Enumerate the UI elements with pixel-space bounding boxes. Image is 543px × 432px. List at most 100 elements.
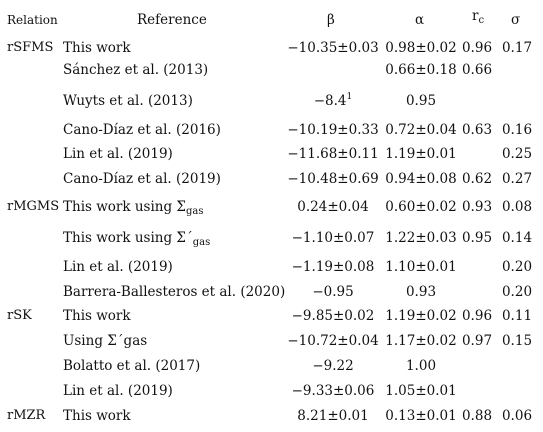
cell-beta: −10.19±0.33	[285, 119, 381, 141]
cell-reference-text: This work	[63, 40, 131, 56]
table-row: Wuyts et al. (2013) −8.41 0.95	[0, 90, 543, 112]
table-row: rSK This work −9.85±0.02 1.19±0.02 0.96 0.11	[0, 305, 543, 327]
table-row: Cano-Díaz et al. (2019) −10.48±0.69 0.94±0…	[0, 168, 543, 190]
cell-sigma: 0.14	[496, 227, 538, 249]
cell-beta-text: −11.68±0.11	[287, 146, 379, 162]
cell-beta: −9.22	[285, 355, 381, 377]
cell-alpha-text: 1.00	[405, 358, 437, 374]
cell-reference: This work	[63, 405, 131, 427]
cell-relation-text: rMGMS	[7, 199, 60, 214]
cell-beta: −10.48±0.69	[285, 168, 381, 190]
cell-sigma-text: 0.16	[501, 122, 533, 138]
cell-sigma: 0.27	[496, 168, 538, 190]
cell-reference: Bolatto et al. (2017)	[63, 355, 200, 377]
cell-sigma-text: 0.06	[501, 408, 533, 424]
table-row: Bolatto et al. (2017) −9.22 1.00	[0, 355, 543, 377]
cell-alpha: 1.19±0.01	[383, 143, 459, 165]
cell-beta-text: −9.85±0.02	[291, 308, 375, 324]
cell-alpha-text: 1.10±0.01	[385, 259, 457, 275]
cell-alpha-text: 1.19±0.02	[385, 308, 457, 324]
cell-beta-text: −1.10±0.07	[291, 230, 375, 246]
table-row: rSFMS This work −10.35±0.03 0.98±0.02 0.96 0.…	[0, 37, 543, 59]
cell-relation-text: rSFMS	[7, 40, 54, 55]
cell-reference-text: Cano-Díaz et al. (2016)	[63, 122, 221, 138]
cell-reference-text: Sánchez et al. (2013)	[63, 62, 209, 78]
cell-beta: 0.24±0.04	[285, 196, 381, 218]
cell-alpha: 0.93	[383, 281, 459, 303]
cell-sigma-text: 0.17	[501, 40, 533, 56]
header-reference: Reference	[137, 12, 207, 28]
cell-relation-text: rSK	[7, 308, 32, 323]
cell-alpha: 0.60±0.02	[383, 196, 459, 218]
cell-beta: −0.95	[285, 281, 381, 303]
cell-rc: 0.88	[460, 405, 494, 427]
cell-beta-text: −10.35±0.03	[287, 40, 379, 56]
cell-beta-text: −10.72±0.04	[287, 333, 379, 349]
cell-alpha-text: 0.13±0.01	[385, 408, 457, 424]
cell-alpha: 1.05±0.01	[383, 380, 459, 402]
cell-rc: 0.96	[460, 305, 494, 327]
cell-reference-text: This work using Σ	[63, 199, 186, 215]
cell-beta-text: −1.19±0.08	[291, 259, 375, 275]
cell-rc-text: 0.63	[461, 122, 493, 138]
cell-beta: −8.41	[285, 90, 381, 112]
cell-beta: −1.10±0.07	[285, 227, 381, 249]
cell-alpha: 0.95	[383, 90, 459, 112]
cell-rc-text: 0.96	[461, 40, 493, 56]
cell-alpha: 0.66±0.18	[383, 59, 459, 81]
cell-rc: 0.62	[460, 168, 494, 190]
table-row: Lin et al. (2019) −1.19±0.08 1.10±0.01 0.20	[0, 256, 543, 278]
cell-beta-text: −8.4	[313, 93, 347, 109]
cell-reference-text: Barrera-Ballesteros et al. (2020)	[63, 284, 286, 300]
table-row: Lin et al. (2019) −11.68±0.11 1.19±0.01 0.2…	[0, 143, 543, 165]
header-rc: rc	[472, 5, 484, 27]
cell-alpha-text: 0.95	[405, 93, 437, 109]
cell-sigma: 0.20	[496, 281, 538, 303]
cell-reference-text: Using Σ´gas	[63, 333, 148, 349]
cell-reference: Using Σ´gas	[63, 330, 147, 352]
cell-alpha-text: 0.72±0.04	[385, 122, 457, 138]
cell-reference-text: Cano-Díaz et al. (2019)	[63, 171, 221, 187]
cell-rc-text: 0.93	[461, 199, 493, 215]
cell-sigma: 0.11	[496, 305, 538, 327]
cell-alpha: 1.17±0.02	[383, 330, 459, 352]
table-row: rMZR This work 8.21±0.01 0.13±0.01 0.88 0.06	[0, 405, 543, 427]
cell-sigma-text: 0.20	[501, 284, 533, 300]
cell-reference: This work using Σ´gas	[63, 227, 210, 249]
cell-sigma-text: 0.20	[501, 259, 533, 275]
cell-alpha-text: 0.98±0.02	[385, 40, 457, 56]
header-relation: Relation	[7, 13, 58, 27]
cell-rc: 0.96	[460, 37, 494, 59]
cell-alpha: 1.00	[383, 355, 459, 377]
cell-sigma: 0.16	[496, 119, 538, 141]
cell-alpha: 1.19±0.02	[383, 305, 459, 327]
cell-alpha-text: 0.94±0.08	[385, 171, 457, 187]
cell-rc: 0.93	[460, 196, 494, 218]
cell-rc-text: 0.62	[461, 171, 493, 187]
cell-alpha-text: 1.22±0.03	[385, 230, 457, 246]
cell-alpha: 0.13±0.01	[383, 405, 459, 427]
cell-relation-text: rMZR	[7, 408, 46, 423]
cell-beta: −11.68±0.11	[285, 143, 381, 165]
cell-rc: 0.97	[460, 330, 494, 352]
cell-rc-text: 0.66	[461, 62, 493, 78]
cell-beta: −10.72±0.04	[285, 330, 381, 352]
table-row: Barrera-Ballesteros et al. (2020) −0.95 0.…	[0, 281, 543, 303]
cell-beta-sup: 1	[346, 92, 353, 102]
cell-rc: 0.66	[460, 59, 494, 81]
cell-alpha-text: 1.19±0.01	[385, 146, 457, 162]
cell-reference-text: Lin et al. (2019)	[63, 259, 173, 275]
cell-reference-text: Lin et al. (2019)	[63, 383, 173, 399]
cell-beta-text: −9.22	[312, 358, 354, 374]
cell-beta-text: 0.24±0.04	[297, 199, 369, 215]
cell-alpha: 0.98±0.02	[383, 37, 459, 59]
header-alpha: α	[415, 12, 425, 28]
cell-reference-text: This work	[63, 408, 131, 424]
cell-reference: Lin et al. (2019)	[63, 256, 173, 278]
cell-alpha-text: 1.05±0.01	[385, 383, 457, 399]
cell-rc-text: 0.95	[461, 230, 493, 246]
cell-reference-text: Wuyts et al. (2013)	[63, 93, 193, 109]
cell-reference: Sánchez et al. (2013)	[63, 59, 208, 81]
cell-beta: −9.85±0.02	[285, 305, 381, 327]
cell-reference: Lin et al. (2019)	[63, 143, 173, 165]
